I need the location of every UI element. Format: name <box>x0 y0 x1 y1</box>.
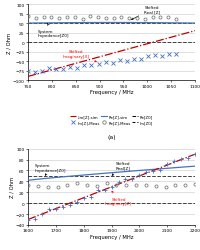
Text: System
Impedance[Z0]: System Impedance[Z0] <box>35 163 66 175</box>
Legend: -Im[Z]-sim, Im[Z]-Meas, Re[Z]-sim, Re[Z]-Meas, Re[Z0], Im[Z0]: -Im[Z]-sim, Im[Z]-Meas, Re[Z]-sim, Re[Z]… <box>70 114 152 124</box>
X-axis label: Frequency / MHz: Frequency / MHz <box>89 90 133 95</box>
Text: Shifted
Imaginary[X]: Shifted Imaginary[X] <box>62 50 96 63</box>
Text: System
Impedance[Z0]: System Impedance[Z0] <box>37 24 69 38</box>
Text: Shifted
Imaginary[Z]: Shifted Imaginary[Z] <box>105 192 131 205</box>
Text: (a): (a) <box>107 134 115 140</box>
Y-axis label: Z / Ohm: Z / Ohm <box>9 176 14 198</box>
Y-axis label: Z / Ohm: Z / Ohm <box>6 32 11 54</box>
X-axis label: Frequency / MHz: Frequency / MHz <box>89 234 133 239</box>
Text: Shifted
Real[Z]: Shifted Real[Z] <box>112 161 129 176</box>
Text: Shifted
Real [Z]: Shifted Real [Z] <box>131 6 159 20</box>
